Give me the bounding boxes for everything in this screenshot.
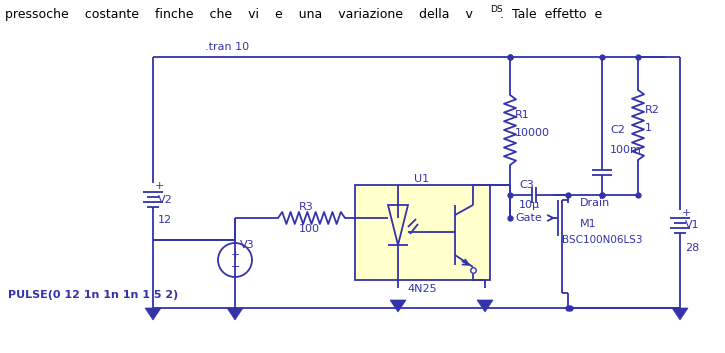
Text: V1: V1 [685,220,700,230]
Polygon shape [672,308,688,320]
Text: +: + [155,181,165,191]
Text: U1: U1 [415,174,429,184]
Text: DS: DS [490,5,502,14]
Polygon shape [390,300,406,312]
Text: Gate: Gate [515,213,542,223]
Text: 1: 1 [645,123,652,133]
Polygon shape [477,300,493,312]
Text: Drain: Drain [580,198,610,208]
Text: 4N25: 4N25 [407,284,436,294]
Text: R3: R3 [299,202,314,212]
Text: C2: C2 [610,125,625,135]
Text: .tran 10: .tran 10 [205,42,249,52]
Polygon shape [145,308,161,320]
Text: PULSE(0 12 1n 1n 1n 1 5 2): PULSE(0 12 1n 1n 1n 1 5 2) [8,290,178,300]
Text: .  Tale  effetto  e: . Tale effetto e [500,8,602,21]
Text: +: + [682,208,692,218]
Text: R1: R1 [515,110,530,120]
Text: 28: 28 [685,243,699,253]
Text: +: + [231,250,241,260]
Text: M1: M1 [580,219,597,229]
Bar [355,185,490,280]
Text: pressoche    costante    finche    che    vi    e    una    variazione    della : pressoche costante finche che vi e una v… [5,8,473,21]
Text: −: − [231,262,241,272]
Polygon shape [227,308,243,320]
Text: R2: R2 [645,105,660,115]
Text: 10μ: 10μ [519,200,540,210]
Text: 10000: 10000 [515,128,550,138]
Text: 100: 100 [299,224,320,234]
Text: V3: V3 [240,240,254,250]
Text: V2: V2 [158,195,173,205]
Text: BSC100N06LS3: BSC100N06LS3 [562,235,642,245]
Text: C3: C3 [519,180,534,190]
Text: 100m: 100m [610,145,642,155]
Text: 12: 12 [158,215,172,225]
